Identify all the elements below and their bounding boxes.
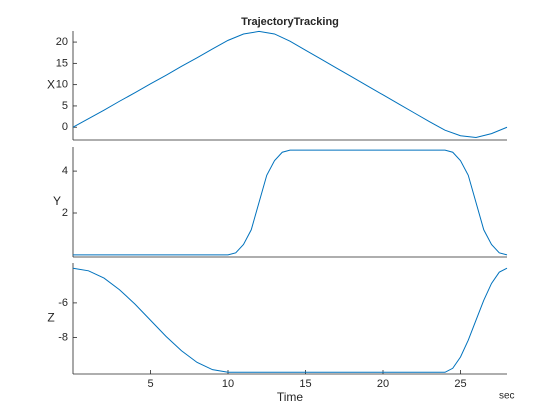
y-tick-label: 5	[62, 100, 68, 112]
x-tick-label: 10	[222, 378, 234, 390]
data-line	[73, 149, 508, 256]
chart-title: TrajectoryTracking	[241, 16, 339, 28]
y-tick-label: -8	[58, 331, 68, 343]
y-tick-label: 0	[62, 121, 68, 133]
y-axis-label: Z	[47, 311, 54, 325]
x-axis-label: Time	[277, 390, 304, 404]
y-tick-label: 15	[56, 57, 68, 69]
y-tick-label: -6	[58, 297, 68, 309]
x-tick-label: 25	[454, 378, 466, 390]
y-axis-label: X	[47, 78, 55, 92]
y-tick-label: 2	[62, 207, 68, 219]
data-line	[72, 267, 508, 373]
y-tick-label: 4	[62, 165, 68, 177]
x-tick-label: 15	[299, 378, 311, 390]
y-tick-label: 10	[56, 79, 68, 91]
y-axis-label: Y	[53, 194, 61, 208]
y-tick-label: 20	[56, 36, 68, 48]
x-tick-label: 5	[147, 378, 153, 390]
x-tick-label: 20	[377, 378, 389, 390]
data-line	[72, 30, 508, 138]
annotation: sec	[499, 391, 515, 402]
